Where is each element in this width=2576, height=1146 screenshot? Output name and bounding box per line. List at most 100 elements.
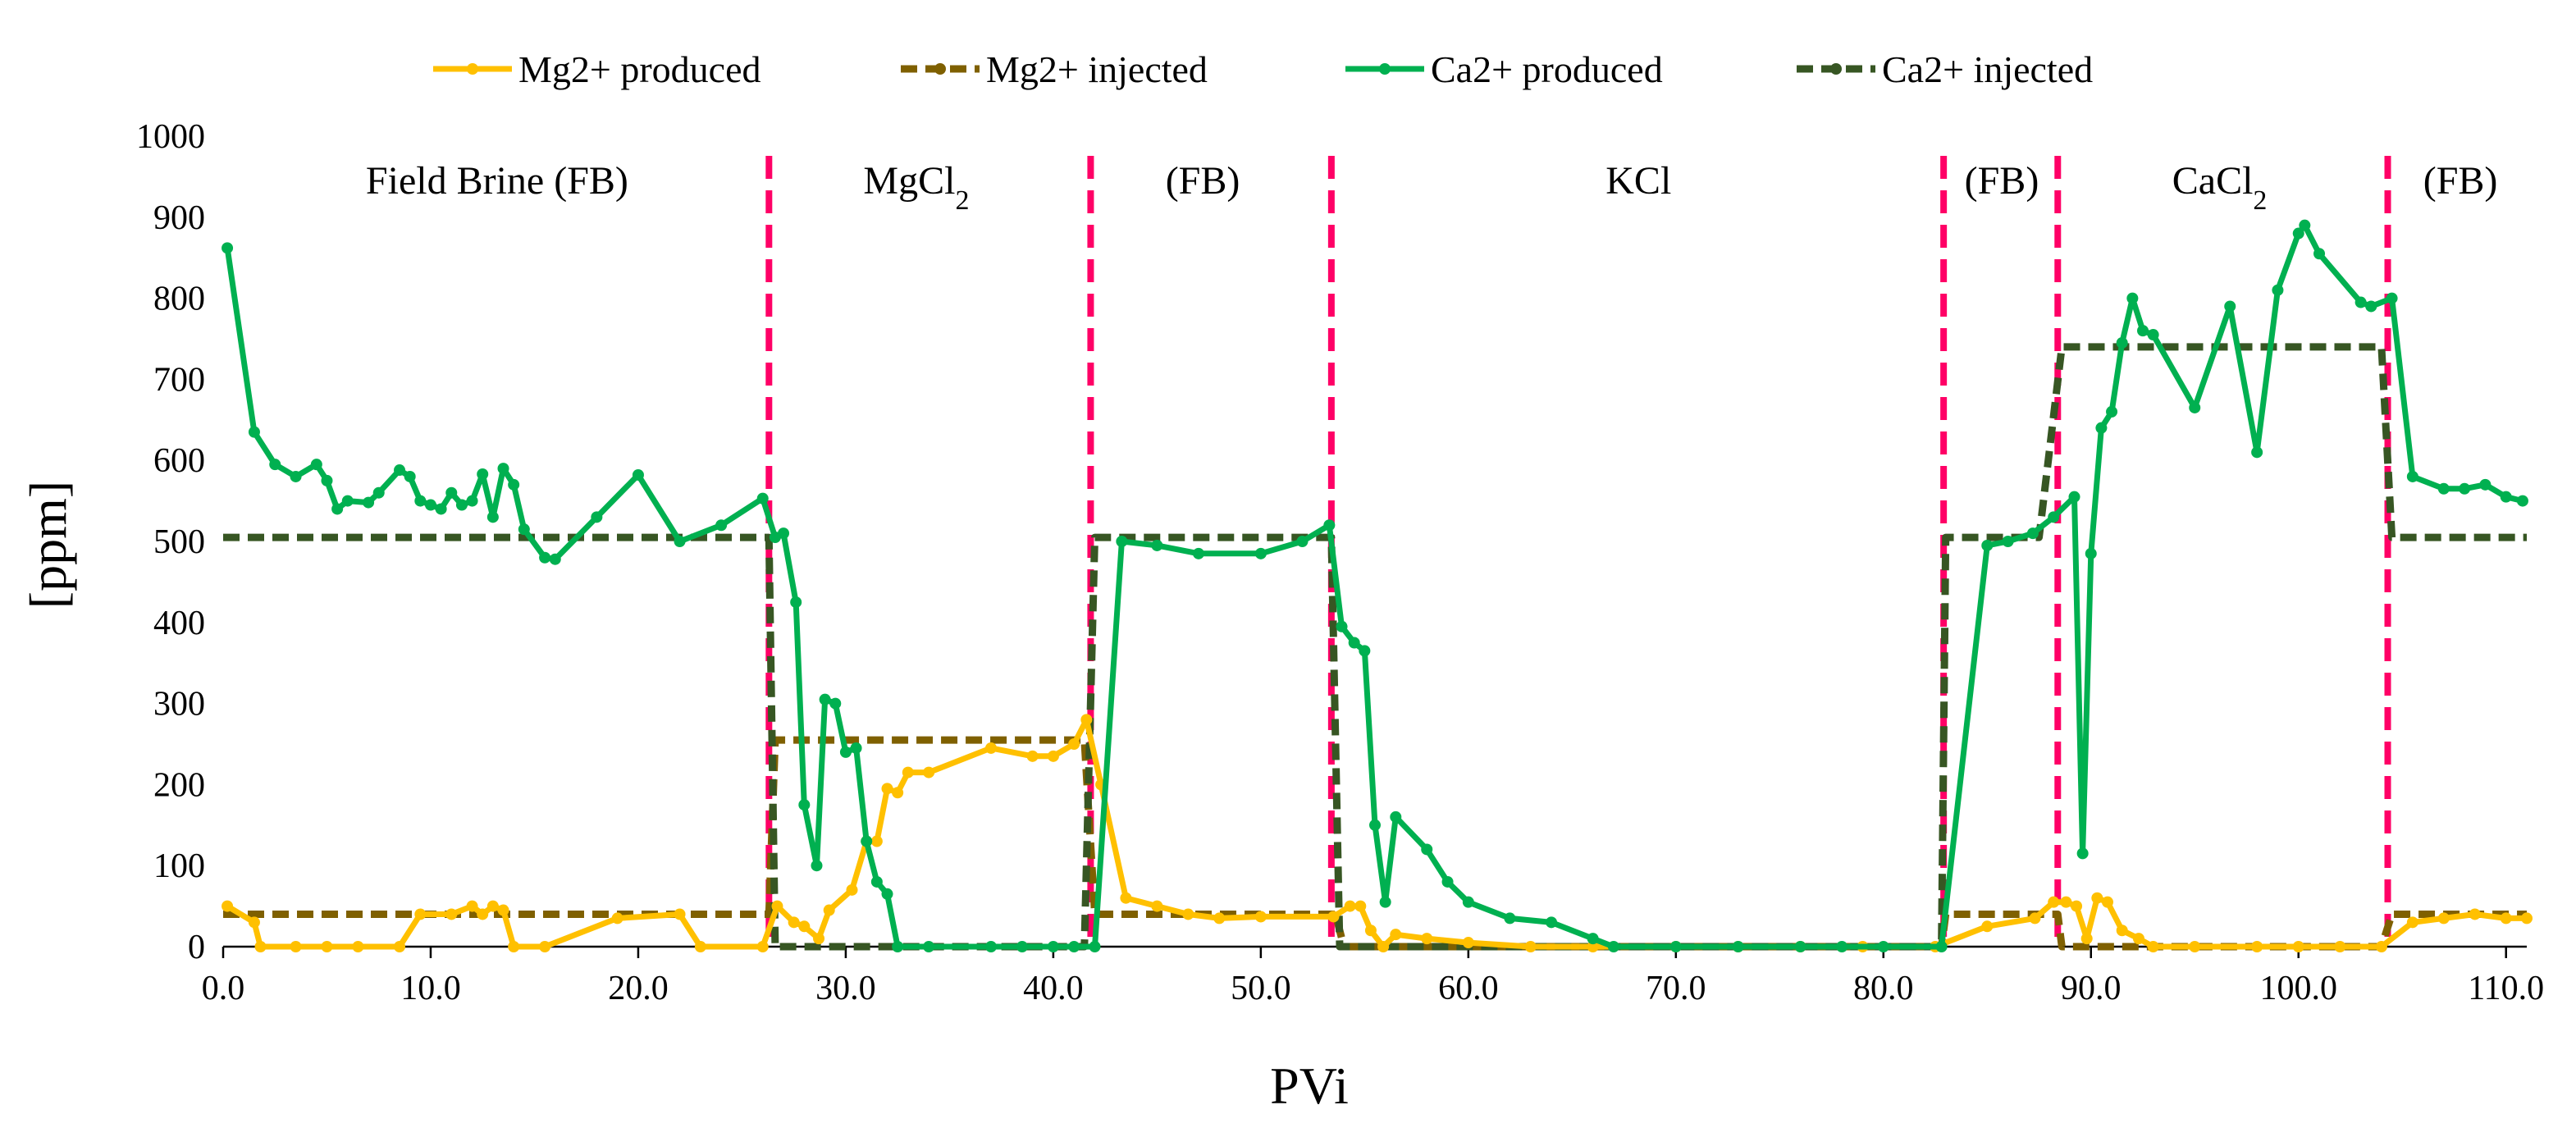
data-point [2106, 405, 2118, 418]
data-point [445, 908, 458, 920]
data-point [1379, 896, 1391, 908]
data-point [2029, 912, 2041, 925]
y-tick-label: 700 [153, 361, 205, 399]
phase-label: (FB) [1965, 159, 2039, 203]
data-point [674, 536, 686, 547]
data-point [1546, 916, 1558, 929]
data-point [2406, 916, 2418, 929]
data-point [466, 900, 478, 912]
data-point [477, 908, 489, 920]
y-tick-label: 300 [153, 686, 205, 724]
data-point [2292, 227, 2304, 240]
x-tick-label: 20.0 [608, 970, 669, 1007]
data-point [2375, 941, 2387, 952]
data-point [2365, 300, 2377, 313]
data-point [248, 426, 260, 438]
data-point [341, 495, 354, 507]
data-point [2189, 401, 2201, 413]
data-point [2386, 292, 2398, 304]
data-point [539, 551, 551, 564]
data-point [1120, 892, 1132, 904]
data-point [923, 766, 935, 778]
data-point [771, 900, 783, 912]
data-point [2354, 296, 2367, 308]
legend-label: Ca2+ produced [1431, 48, 1663, 90]
data-point [222, 900, 234, 912]
data-point [1254, 911, 1267, 923]
data-point [611, 912, 623, 925]
data-point [1047, 750, 1059, 762]
data-point [508, 478, 520, 491]
data-point [1441, 875, 1454, 888]
data-point [2085, 547, 2097, 559]
data-point [1354, 900, 1367, 912]
legend-label: Mg2+ injected [986, 48, 1208, 90]
series-ca2-produced [222, 219, 2528, 952]
data-point [2500, 491, 2512, 503]
series-line [223, 343, 2527, 951]
data-point [2516, 495, 2528, 507]
x-tick-label: 60.0 [1438, 970, 1499, 1007]
data-point [1348, 637, 1360, 649]
phase-label: MgCl2 [863, 159, 969, 216]
y-tick-label: 100 [153, 847, 205, 885]
data-point [902, 766, 914, 778]
data-point [1377, 941, 1390, 952]
data-point [2292, 941, 2304, 952]
x-tick-label: 0.0 [202, 970, 245, 1007]
data-point [455, 499, 468, 511]
phase-label: Field Brine (FB) [366, 159, 628, 203]
data-point [881, 783, 893, 795]
data-point [1254, 547, 1267, 559]
data-point [2272, 284, 2284, 296]
data-point [363, 496, 375, 509]
phase-label: CaCl2 [2172, 159, 2268, 216]
phase-label-text: (FB) [2423, 159, 2498, 203]
data-point [839, 746, 852, 758]
data-point [2521, 912, 2533, 925]
data-point [2251, 941, 2263, 952]
data-point [778, 527, 790, 540]
legend-label: Mg2+ produced [518, 48, 761, 90]
data-point [1462, 937, 1474, 949]
data-point [1080, 714, 1093, 726]
data-point [813, 933, 825, 945]
data-point [2469, 908, 2481, 920]
data-point [1607, 941, 1619, 952]
phase-label-text: KCl [1605, 159, 1671, 203]
data-point [1026, 750, 1039, 762]
data-point [445, 486, 458, 499]
x-tick-label: 30.0 [815, 970, 876, 1007]
data-point [290, 941, 302, 952]
y-tick-label: 500 [153, 523, 205, 561]
data-point [248, 916, 260, 929]
data-point [1296, 536, 1309, 547]
y-tick-label: 900 [153, 199, 205, 237]
data-point [290, 470, 302, 482]
data-point [2126, 292, 2139, 304]
data-point [321, 474, 333, 486]
data-point [414, 908, 427, 920]
data-point [2132, 933, 2144, 945]
data-point [1462, 896, 1474, 908]
data-point [2479, 478, 2492, 491]
data-point [2091, 892, 2103, 904]
data-point [1390, 929, 1402, 941]
phase-label: (FB) [2423, 159, 2498, 203]
x-tick-label: 90.0 [2061, 970, 2122, 1007]
phase-label-subscript: 2 [2253, 185, 2267, 216]
data-point [1981, 539, 1994, 551]
data-point [310, 459, 322, 471]
data-point [2500, 912, 2512, 925]
data-point [2101, 896, 2113, 908]
data-point [2459, 482, 2471, 495]
data-point [1016, 941, 1028, 952]
data-point [870, 875, 883, 888]
data-point [508, 941, 520, 952]
data-point [632, 468, 644, 481]
data-point [2095, 422, 2108, 434]
series-ca2-injected [223, 343, 2527, 951]
series-group [222, 219, 2533, 952]
data-point [549, 553, 561, 565]
